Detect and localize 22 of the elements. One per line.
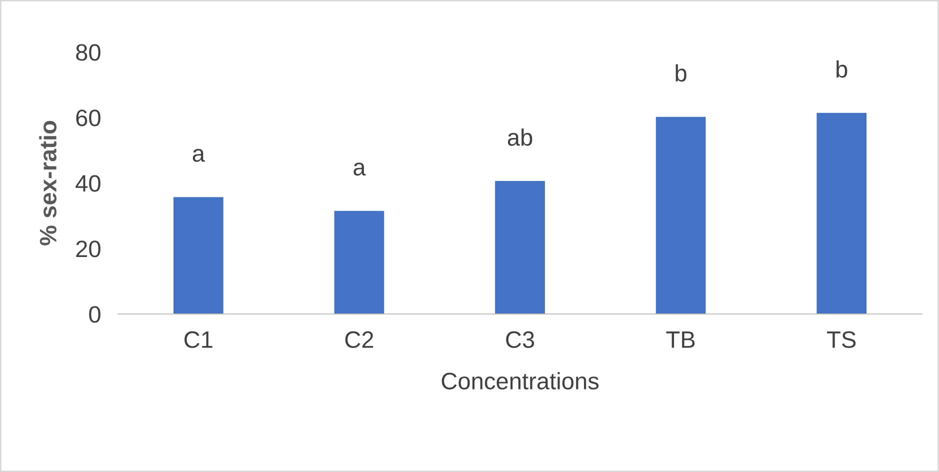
annotation: b	[676, 64, 686, 82]
annotation: ab	[508, 128, 532, 146]
bar	[495, 181, 545, 314]
y-axis-title: % sex-ratio	[39, 120, 57, 246]
y-tick-label: 80	[76, 44, 100, 61]
bar	[656, 116, 706, 314]
y-tick-label: 40	[76, 175, 100, 192]
annotation: a	[192, 148, 205, 162]
y-tick-label: 0	[89, 306, 100, 323]
annotation: a	[354, 162, 366, 176]
x-tick-label: C2	[345, 331, 374, 348]
annotation: b	[836, 60, 848, 78]
x-tick-label: C1	[184, 331, 212, 348]
y-tick-label: 60	[76, 110, 100, 126]
x-tick-label: C3	[506, 331, 534, 348]
bar	[173, 197, 224, 314]
x-axis-title: Concentrations	[442, 372, 599, 390]
y-tick-label: 20	[76, 240, 100, 258]
x-tick-label: TB	[666, 332, 695, 348]
bar	[334, 210, 384, 314]
x-tick-label: TS	[827, 331, 856, 348]
bar	[816, 112, 867, 314]
